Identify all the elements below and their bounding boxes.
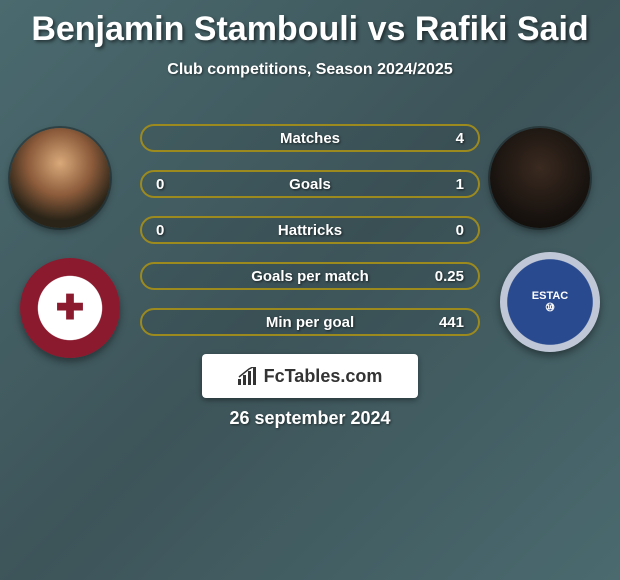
metz-cross-icon: ✚ [56,288,85,328]
stat-right-value: 441 [439,314,464,331]
stat-row-goals-per-match: Goals per match 0.25 [140,262,480,290]
stat-label: Goals [142,176,478,193]
player-left-avatar [10,128,110,228]
stat-right-value: 1 [456,176,464,193]
troyes-text-icon: ESTAC⑩ [532,290,568,314]
stat-row-min-per-goal: Min per goal 441 [140,308,480,336]
stat-row-hattricks: 0 Hattricks 0 [140,216,480,244]
stat-left-value: 0 [156,222,164,239]
page-title: Benjamin Stambouli vs Rafiki Said [0,0,620,49]
stat-right-value: 0.25 [435,268,464,285]
stat-label: Hattricks [142,222,478,239]
subtitle: Club competitions, Season 2024/2025 [0,61,620,79]
stat-label: Matches [142,130,478,147]
stat-left-value: 0 [156,176,164,193]
chart-icon [238,367,258,385]
club-left-logo: ✚ [20,258,120,358]
stat-rows: Matches 4 0 Goals 1 0 Hattricks 0 Goals … [140,124,480,354]
stat-right-value: 0 [456,222,464,239]
branding-badge: FcTables.com [202,354,418,398]
branding-text: FcTables.com [264,366,383,387]
stat-row-goals: 0 Goals 1 [140,170,480,198]
date-stamp: 26 september 2024 [0,408,620,429]
stat-label: Min per goal [142,314,478,331]
club-right-logo: ESTAC⑩ [500,252,600,352]
stat-row-matches: Matches 4 [140,124,480,152]
stat-label: Goals per match [142,268,478,285]
player-right-avatar [490,128,590,228]
stat-right-value: 4 [456,130,464,147]
